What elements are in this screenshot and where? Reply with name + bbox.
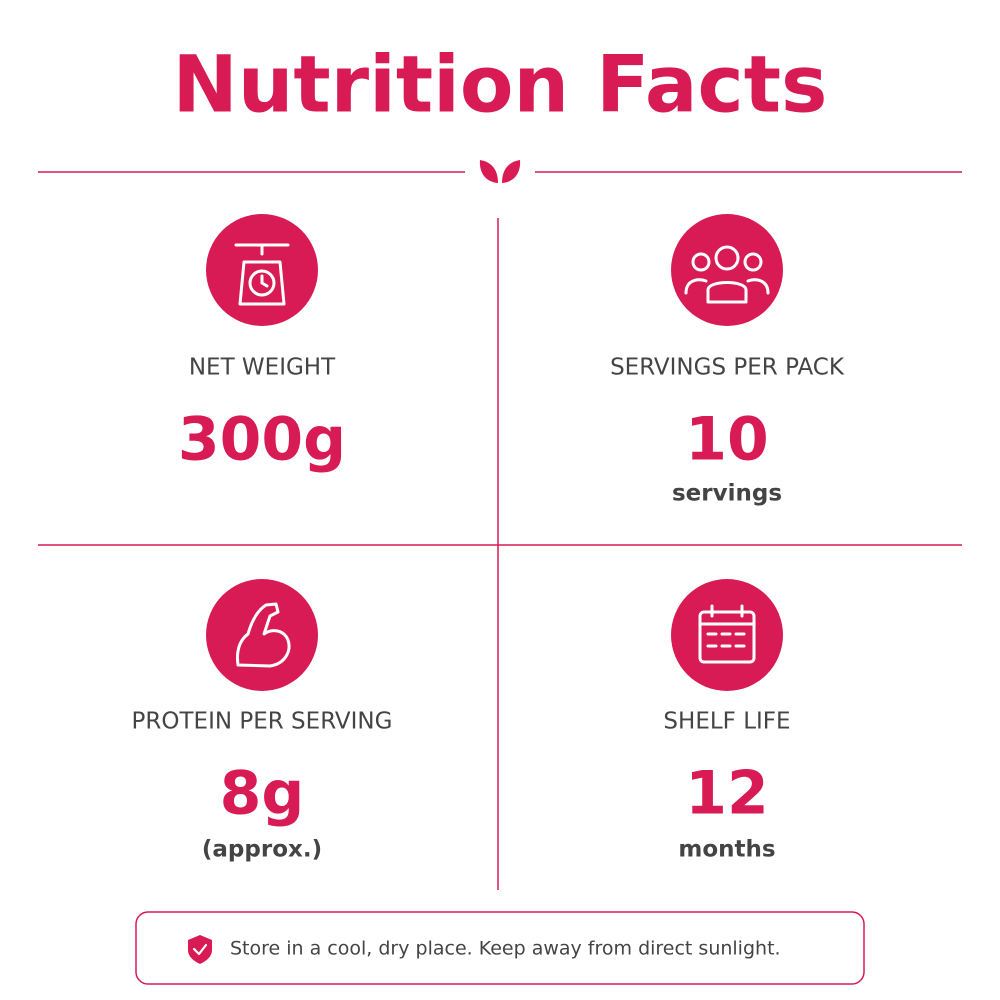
cell-value: 300g <box>178 405 346 475</box>
cell-value: 8g <box>220 759 305 829</box>
cell-label: NET WEIGHT <box>189 355 336 381</box>
cell-label: PROTEIN PER SERVING <box>132 709 393 735</box>
people-icon <box>671 214 783 326</box>
calendar-icon <box>671 579 783 691</box>
cell-label: SHELF LIFE <box>663 709 790 735</box>
shield-icon <box>188 935 212 964</box>
cell-label: SERVINGS PER PACK <box>610 355 845 381</box>
leaf-icon <box>479 160 521 183</box>
title: Nutrition Facts <box>173 40 828 130</box>
note-text: Store in a cool, dry place. Keep away fr… <box>230 938 781 960</box>
cell-unit: servings <box>672 481 782 507</box>
cell-unit: months <box>678 837 775 863</box>
note-box <box>135 911 865 985</box>
cell-value: 10 <box>685 405 769 475</box>
scale-icon <box>206 214 318 326</box>
cell-unit: (approx.) <box>202 837 322 863</box>
muscle-icon <box>206 579 318 691</box>
cell-value: 12 <box>685 759 769 829</box>
